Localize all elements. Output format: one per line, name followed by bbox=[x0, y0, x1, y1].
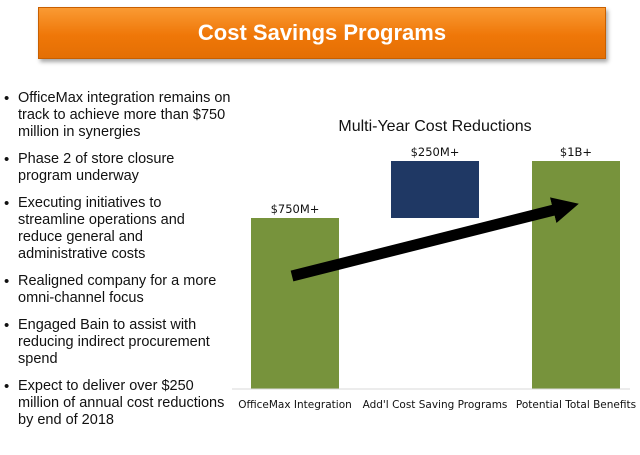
bar-1 bbox=[251, 218, 339, 389]
bullet-item: OfficeMax integration remains on track t… bbox=[4, 90, 232, 141]
trend-arrow bbox=[290, 197, 579, 282]
bullet-item: Realigned company for a more omni-channe… bbox=[4, 273, 232, 307]
bar-value-label: $250M+ bbox=[411, 145, 460, 159]
bar-value-label: $750M+ bbox=[271, 202, 320, 216]
bar-3 bbox=[532, 161, 620, 389]
title-banner: Cost Savings Programs bbox=[38, 7, 606, 59]
bullet-item: Engaged Bain to assist with reducing ind… bbox=[4, 317, 232, 368]
bullet-item: Phase 2 of store closure program underwa… bbox=[4, 151, 232, 185]
bullet-list: OfficeMax integration remains on track t… bbox=[4, 90, 232, 439]
category-label: Potential Total Benefits bbox=[516, 399, 636, 411]
bar-value-label: $1B+ bbox=[560, 145, 592, 159]
bar-2 bbox=[391, 161, 479, 218]
category-label: Add'l Cost Saving Programs bbox=[363, 399, 508, 411]
page-title: Cost Savings Programs bbox=[197, 20, 447, 45]
bullet-item: Executing initiatives to streamline oper… bbox=[4, 195, 232, 263]
category-label: OfficeMax Integration bbox=[238, 399, 352, 411]
bullet-item: Expect to deliver over $250 million of a… bbox=[4, 378, 232, 429]
chart-title: Multi-Year Cost Reductions bbox=[338, 118, 532, 135]
